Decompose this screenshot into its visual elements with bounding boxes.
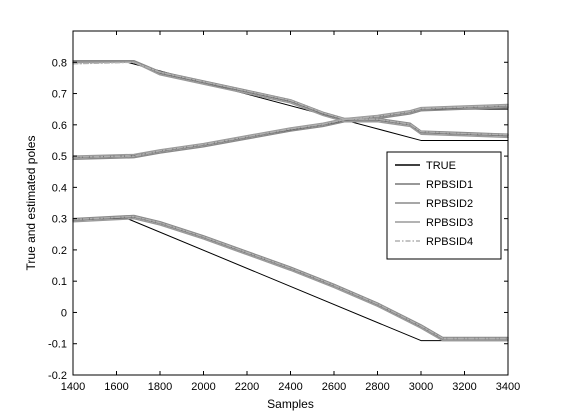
y-tick-label-neg0_1: -0.1 — [48, 339, 67, 351]
x-axis-label: Samples — [267, 397, 314, 411]
series-line-rpbsid3-track-3 — [72, 217, 509, 342]
series-layer — [72, 59, 509, 342]
x-tick-label-3200: 3200 — [452, 381, 476, 393]
series-line-rpbsid1-track-1 — [72, 61, 509, 137]
series-line-rpbsid2-track-3 — [72, 214, 509, 339]
x-tick-label-2400: 2400 — [278, 381, 302, 393]
series-line-rpbsid1-track-3 — [72, 216, 509, 340]
y-tick-label-0_2: 0.2 — [52, 245, 67, 257]
x-tick-label-2200: 2200 — [235, 381, 259, 393]
legend-label-rpbsid1: RPBSID1 — [426, 179, 473, 191]
x-tick-label-2800: 2800 — [365, 381, 389, 393]
y-tick-label-0_5: 0.5 — [52, 151, 67, 163]
series-line-rpbsid4-track-1 — [72, 61, 509, 136]
y-tick-label-neg0_2: -0.2 — [48, 370, 67, 382]
series-line-rpbsid2-track-2 — [72, 106, 509, 160]
series-line-rpbsid3-track-2 — [72, 103, 509, 157]
legend-label-true: TRUE — [426, 160, 456, 172]
legend: TRUE RPBSID1 RPBSID2 RPBSID3 RPBSID4 — [386, 151, 502, 260]
y-tick-label-0: 0 — [61, 307, 67, 319]
series-line-rpbsid4-track-2 — [72, 104, 509, 158]
y-tick-label-0_1: 0.1 — [52, 276, 67, 288]
x-tick-label-3000: 3000 — [409, 381, 433, 393]
x-tick-label-1800: 1800 — [148, 381, 172, 393]
series-line-rpbsid4-track-3 — [72, 215, 509, 340]
y-axis-label: True and estimated poles — [24, 136, 38, 271]
y-tick-label-0_3: 0.3 — [52, 214, 67, 226]
x-tick-label-2000: 2000 — [191, 381, 215, 393]
legend-label-rpbsid4: RPBSID4 — [426, 236, 473, 248]
x-tick-label-1400: 1400 — [61, 381, 85, 393]
y-tick-label-0_4: 0.4 — [52, 182, 67, 194]
series-line-rpbsid3-track-1 — [72, 61, 509, 139]
legend-label-rpbsid3: RPBSID3 — [426, 217, 473, 229]
y-tick-label-0_7: 0.7 — [52, 89, 67, 101]
x-tick-label-1600: 1600 — [104, 381, 128, 393]
y-tick-label-0_6: 0.6 — [52, 120, 67, 132]
axes-layer: 1400 1600 1800 2000 2200 2400 2600 2800 3000 3200… — [48, 30, 520, 393]
x-tick-label-3400: 3400 — [496, 381, 520, 393]
y-tick-label-0_8: 0.8 — [52, 57, 67, 69]
x-tick-label-2600: 2600 — [322, 381, 346, 393]
legend-label-rpbsid2: RPBSID2 — [426, 198, 473, 210]
